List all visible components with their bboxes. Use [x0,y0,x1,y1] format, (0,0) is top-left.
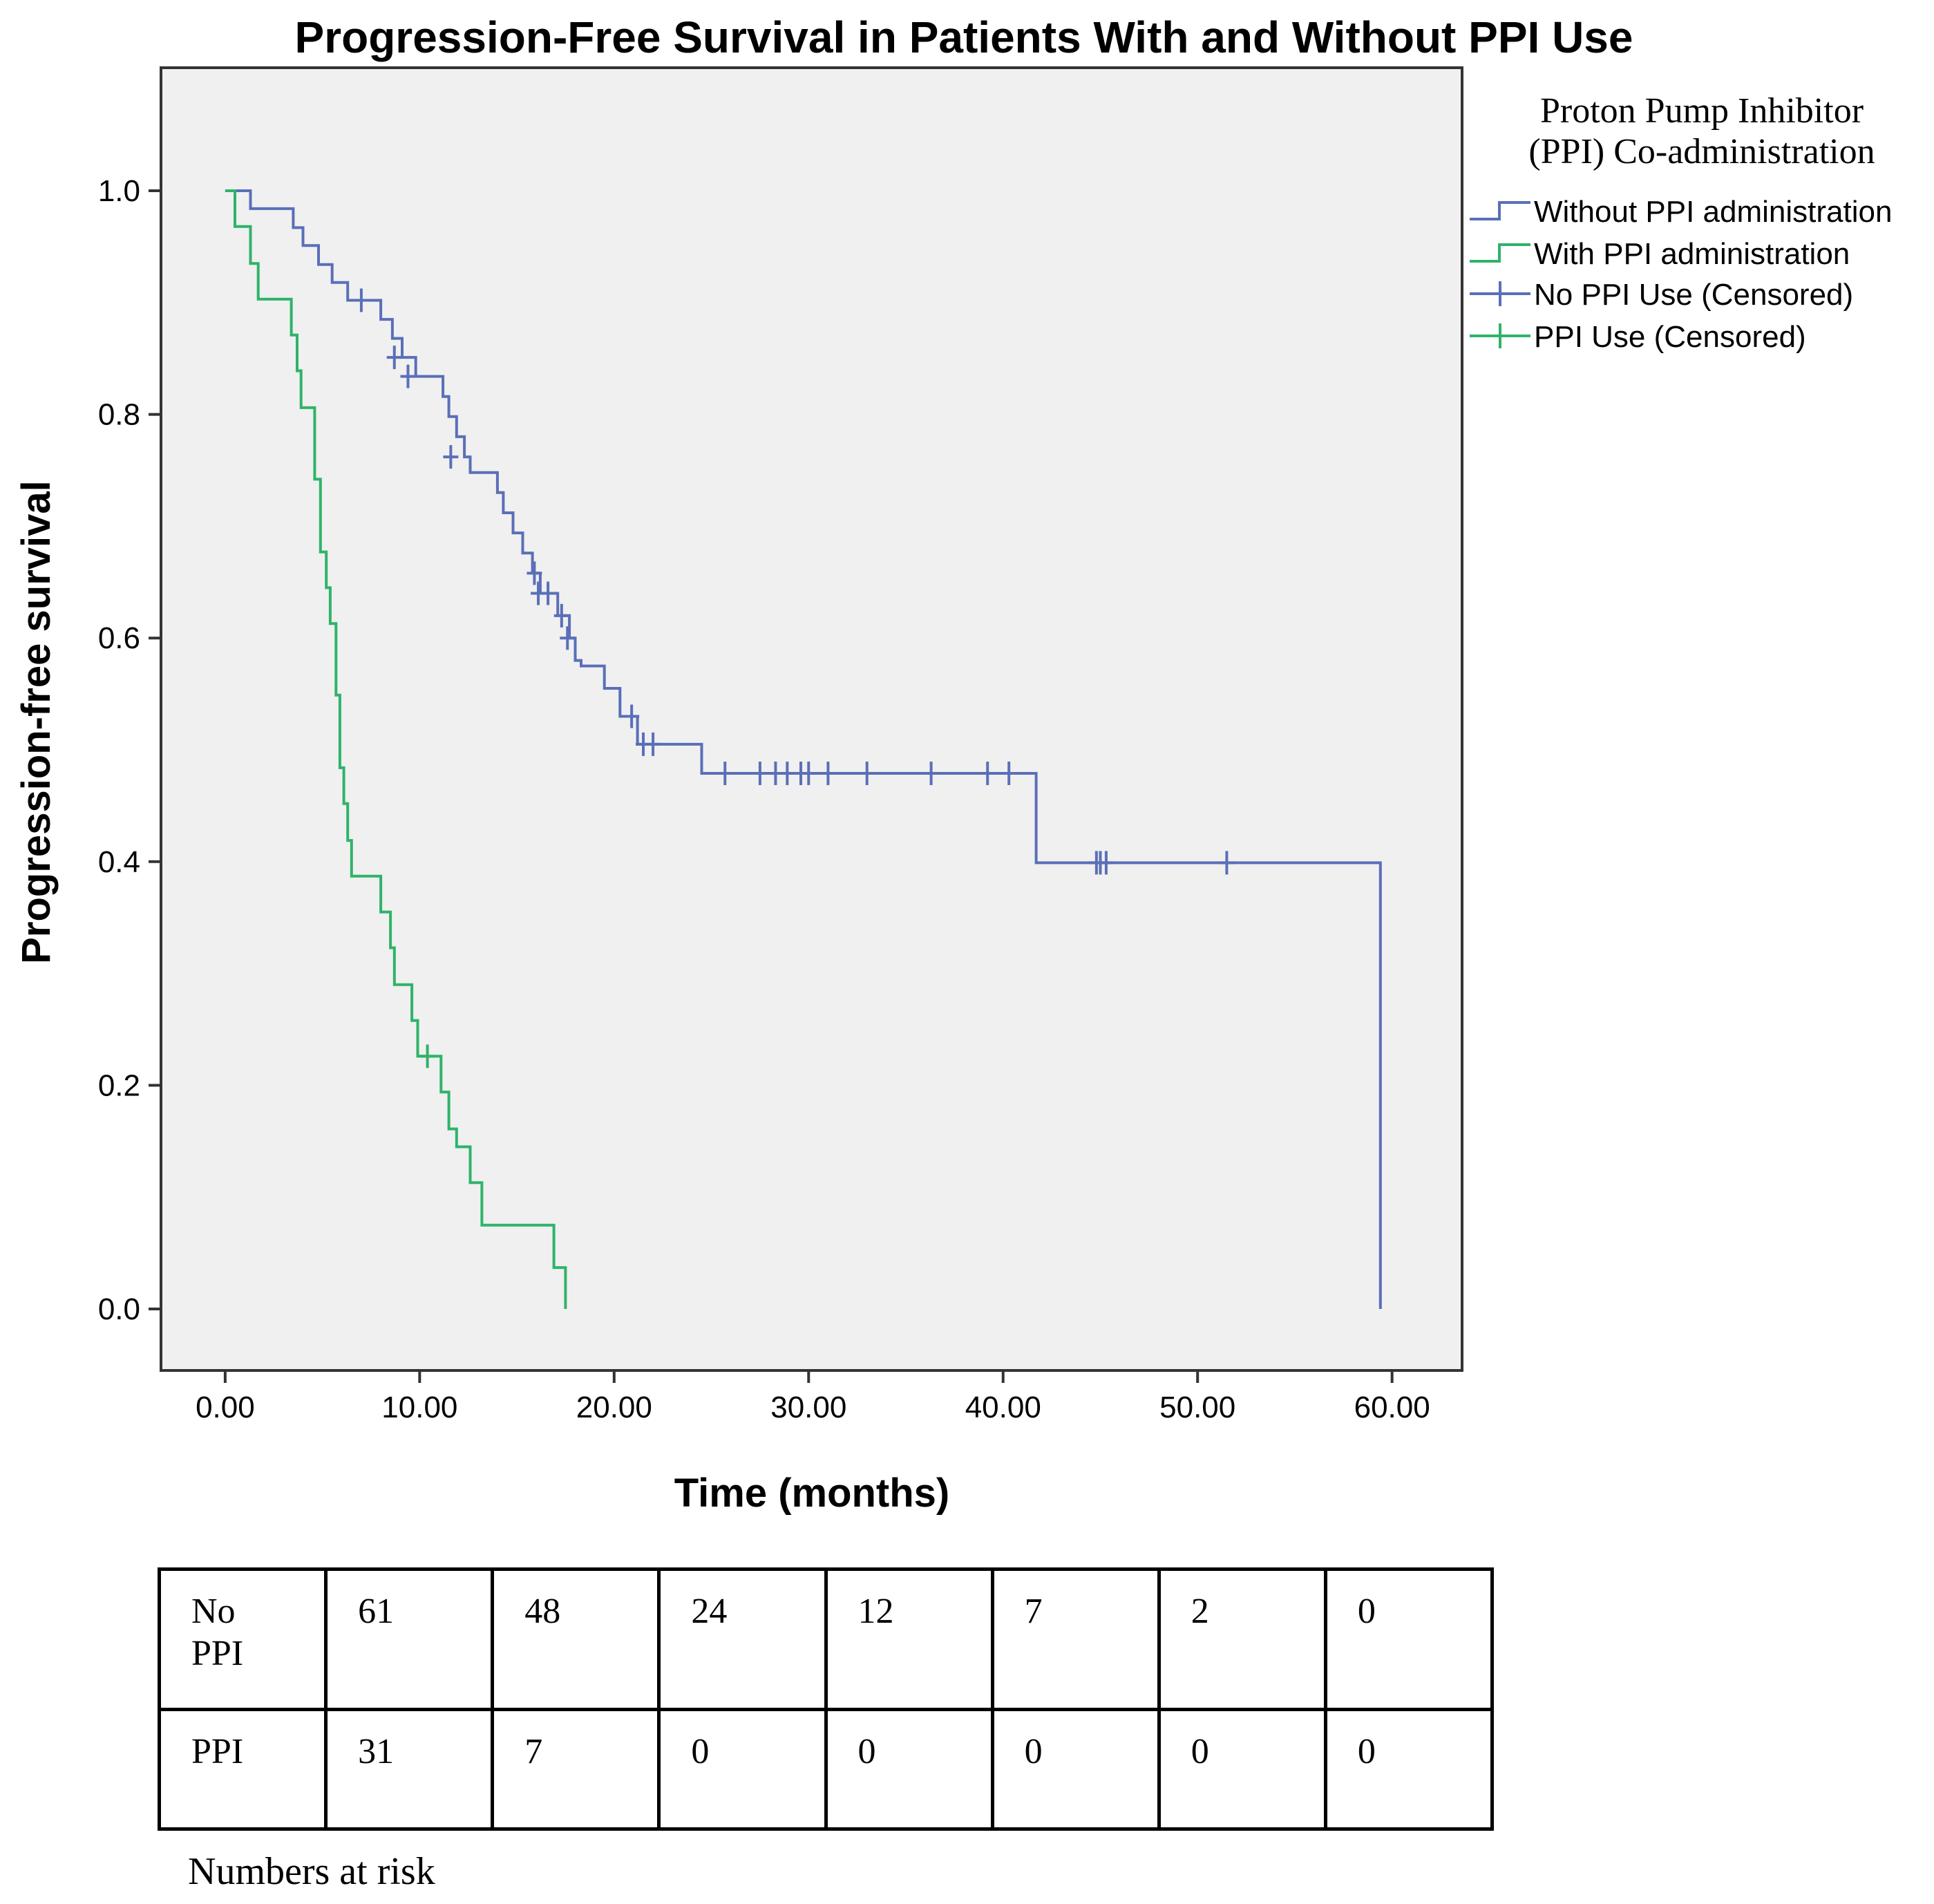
risk-cell: 12 [824,1567,994,1711]
censor-mark [801,761,817,785]
y-axis: 0.0 0.2 0.4 0.6 0.8 1.0 [98,174,161,1326]
y-tick-label: 1.0 [98,174,140,208]
legend-cross-swatch [1470,281,1530,306]
risk-cell: 24 [657,1567,828,1711]
plot-area [160,66,1463,1372]
legend-cross-swatch [1470,323,1530,348]
risk-cell: 2 [1157,1567,1327,1711]
risk-cell: 0 [1323,1567,1495,1711]
censor-mark [400,364,416,388]
censor-mark [923,761,939,785]
y-tick-label: 0.0 [98,1292,140,1326]
legend-label: PPI Use (Censored) [1534,320,1806,354]
censor-mark [443,445,459,469]
x-tick-label: 20.00 [576,1391,652,1424]
censor-mark [820,761,836,785]
risk-cell: 0 [1157,1708,1327,1831]
y-axis-label: Progression-free survival [14,480,59,964]
censor-mark [527,561,542,585]
risk-row-label: No PPI [157,1567,328,1711]
legend-title-line-1: Proton Pump Inhibitor [1540,91,1864,131]
legend-item: With PPI administration [1470,237,1850,271]
censor-mark [717,761,733,785]
legend-item: No PPI Use (Censored) [1470,278,1853,312]
risk-cell: 0 [824,1708,994,1831]
legend-step-swatch [1470,243,1530,263]
y-tick-label: 0.8 [98,398,140,432]
censor-mark [553,603,569,628]
legend-items: Without PPI administration With PPI admin… [1470,195,1892,354]
risk-cell: 0 [657,1708,828,1831]
legend-label: With PPI administration [1534,237,1850,271]
x-axis: 0.00 10.00 20.00 30.00 40.00 50.00 60.00 [196,1370,1430,1424]
series-layer [225,189,1382,1309]
censor-mark [1098,851,1114,875]
censor-mark [779,761,795,785]
series-line-with-ppi [225,189,567,1309]
risk-row-ppi: PPI 31 7 0 0 0 0 0 [157,1708,1495,1831]
legend-item: PPI Use (Censored) [1470,320,1806,354]
series-line-without-ppi [225,189,1382,1309]
censor-mark [1001,761,1017,785]
legend-title-line-2: (PPI) Co-administration [1528,132,1875,171]
x-tick-label: 40.00 [965,1391,1041,1424]
chart-title: Progression-Free Survival in Patients Wi… [295,12,1633,62]
censor-mark [419,1044,435,1068]
risk-cell: 31 [324,1708,495,1831]
censor-mark [645,732,661,756]
km-chart: Progression-Free Survival in Patients Wi… [14,12,1892,1516]
risk-table: No PPI 61 48 24 12 7 2 0 PPI 31 7 0 0 0 … [157,1567,1495,1831]
risk-cell: 7 [990,1567,1161,1711]
censor-mark [624,704,640,728]
risk-cell: 0 [1323,1708,1495,1831]
risk-cell: 7 [491,1708,661,1831]
y-tick-label: 0.2 [98,1068,140,1102]
legend-label: Without PPI administration [1534,195,1892,229]
risk-cell: 0 [990,1708,1161,1831]
risk-row-label: PPI [157,1708,328,1831]
risk-cell: 48 [491,1567,661,1711]
y-tick-label: 0.4 [98,845,140,879]
risk-cell: 61 [324,1567,495,1711]
x-axis-label: Time (months) [674,1471,950,1516]
censor-mark [859,761,875,785]
x-tick-label: 50.00 [1159,1391,1235,1424]
risk-row-no-ppi: No PPI 61 48 24 12 7 2 0 [157,1567,1495,1711]
censor-mark [980,761,996,785]
legend-item: Without PPI administration [1470,195,1892,229]
legend-label: No PPI Use (Censored) [1534,278,1853,312]
x-tick-label: 0.00 [196,1391,255,1424]
censor-mark [1219,851,1235,875]
censor-mark [540,581,556,605]
x-tick-label: 10.00 [381,1391,457,1424]
legend: Proton Pump Inhibitor (PPI) Co-administr… [1470,91,1892,354]
censor-mark [560,626,576,650]
risk-table-caption: Numbers at risk [188,1850,435,1893]
censor-mark [386,346,402,370]
censor-mark [752,761,768,785]
y-tick-label: 0.6 [98,621,140,655]
censor-mark [353,288,369,312]
legend-step-swatch [1470,201,1530,220]
x-tick-label: 30.00 [770,1391,846,1424]
x-tick-label: 60.00 [1354,1391,1430,1424]
